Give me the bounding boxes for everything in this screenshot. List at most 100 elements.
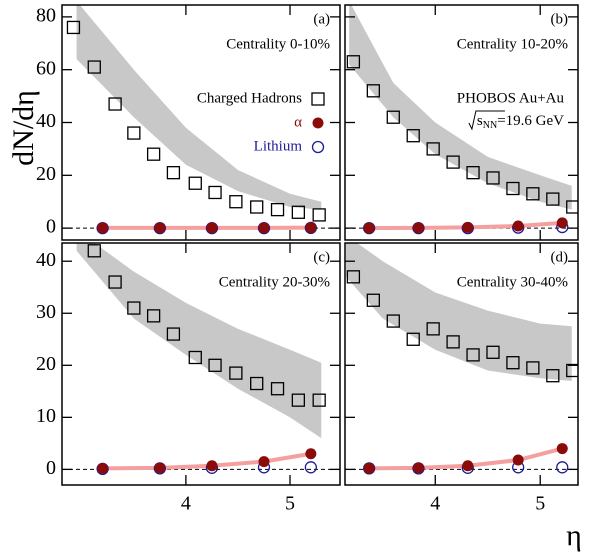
marker-square: [366, 293, 380, 307]
y-tick-label: 80: [36, 4, 56, 26]
marker-dot: [412, 222, 424, 234]
sqrt-sign: [468, 110, 505, 131]
marker-dot: [305, 448, 317, 460]
plot-area: [345, 243, 578, 475]
marker-square: [406, 332, 420, 346]
y-tick-label: 20: [36, 163, 56, 185]
marker-square: [546, 192, 560, 206]
legend-marker: [312, 117, 324, 129]
uncertainty-band: [76, 5, 322, 210]
frame: [344, 242, 579, 486]
y-tick-label: 10: [36, 405, 56, 427]
centrality-label: Centrality 20-30%: [219, 274, 330, 290]
marker-dot: [305, 222, 317, 234]
marker-square: [446, 155, 460, 169]
marker-dot: [556, 217, 568, 229]
energy-label: sNN=19.6 GeV: [477, 113, 564, 131]
marker-square: [312, 393, 326, 407]
panel: 0 20 40 60 80 (a) Centrality 0-10% Charged Hadr…: [36, 4, 341, 241]
centrality-label: Centrality 0-10%: [226, 36, 330, 52]
legend-label: α: [294, 114, 302, 130]
marker-square: [386, 110, 400, 124]
plot-area: [62, 243, 340, 476]
y-tick-label: 20: [36, 353, 56, 375]
marker-square: [346, 270, 361, 284]
marker-dot: [512, 454, 524, 466]
y-tick-label: 40: [36, 249, 56, 271]
marker-square: [466, 348, 480, 362]
marker-circle: [556, 461, 569, 474]
marker-square: [146, 147, 161, 161]
plot-area: [345, 5, 578, 235]
marker-dot: [363, 222, 375, 234]
marker-square: [486, 345, 500, 359]
x-tick-label: 4: [430, 493, 440, 515]
marker-dot: [462, 221, 474, 233]
marker-dot: [412, 462, 424, 474]
marker-square: [346, 55, 361, 69]
marker-square: [127, 126, 141, 140]
marker-dot: [462, 460, 474, 472]
panel: (b) Centrality 10-20% PHOBOS Au+Au sNN=19.6…: [344, 4, 579, 241]
panel-label: (b): [551, 11, 569, 27]
marker-square: [208, 358, 222, 372]
marker-square: [526, 361, 540, 375]
marker-square: [108, 97, 122, 111]
legend-label: Charged Hadrons: [197, 90, 302, 106]
energy-symbol: s: [477, 113, 483, 129]
marker-square: [87, 60, 101, 74]
marker-square: [229, 195, 243, 209]
panel: 4 5 (d) Centrality 30-40%: [344, 242, 579, 515]
panel-label: (c): [313, 249, 330, 265]
marker-dot: [258, 222, 270, 234]
centrality-label: Centrality 10-20%: [457, 36, 568, 52]
uncertainty-band: [346, 243, 572, 381]
marker-dot: [154, 222, 166, 234]
y-tick-label: 60: [36, 57, 56, 79]
marker-square: [312, 208, 326, 222]
marker-square: [250, 200, 264, 214]
marker-square: [188, 176, 202, 190]
marker-square: [127, 301, 141, 315]
x-tick-label: 5: [535, 493, 545, 515]
marker-square: [386, 314, 400, 328]
marker-square: [291, 205, 306, 219]
marker-square: [506, 181, 520, 196]
legend-marker: [311, 140, 325, 154]
experiment-label: PHOBOS Au+Au: [457, 90, 565, 106]
legend-label: Lithium: [254, 138, 303, 154]
uncertainty-band: [349, 5, 572, 210]
x-tick-label: 4: [181, 493, 191, 515]
marker-square: [526, 187, 540, 201]
marker-square: [366, 84, 380, 98]
panel-label: (d): [551, 249, 569, 265]
energy-value: =19.6 GeV: [497, 113, 564, 129]
marker-square: [270, 202, 285, 217]
marker-dot: [206, 460, 218, 472]
marker-dot: [206, 222, 218, 234]
marker-dot: [97, 222, 109, 234]
marker-square: [166, 327, 181, 341]
marker-square: [406, 129, 420, 143]
marker-square: [270, 382, 285, 396]
marker-dot: [258, 456, 270, 468]
marker-dot: [154, 462, 166, 474]
y-tick-label: 30: [36, 301, 56, 323]
marker-square: [108, 275, 122, 289]
x-tick-label: 5: [285, 493, 295, 515]
marker-dot: [97, 462, 109, 474]
marker-square: [506, 356, 520, 370]
marker-square: [566, 363, 578, 378]
y-tick-label: 0: [46, 216, 56, 238]
marker-square: [446, 335, 460, 349]
marker-dot: [363, 462, 375, 474]
marker-circle: [304, 461, 317, 474]
marker-dot: [556, 443, 568, 455]
plot-area: [62, 5, 340, 235]
marker-square: [188, 350, 202, 365]
marker-square: [250, 376, 264, 391]
marker-square: [566, 200, 578, 214]
marker-square: [466, 166, 480, 180]
